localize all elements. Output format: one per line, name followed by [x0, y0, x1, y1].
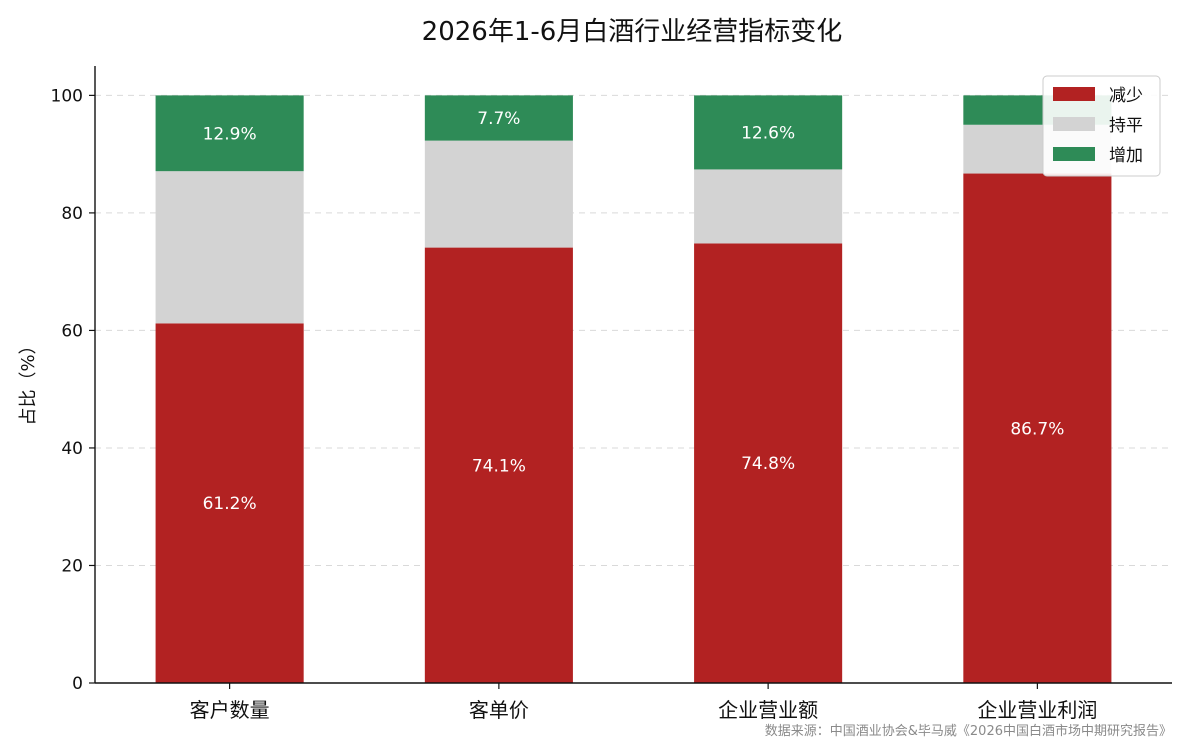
bar-segment — [424, 95, 573, 141]
chart-title: 2026年1-6月白酒行业经营指标变化 — [422, 17, 843, 47]
bar-segment — [694, 95, 843, 170]
bar-labels: 61.2% 12.9% 74.1% 7.7% 74.8% 12.6% 86.7% — [203, 109, 1065, 514]
source-note: 数据来源：中国酒业协会&毕马威《2026中国白酒市场中期研究报告》 — [765, 723, 1172, 739]
legend-swatch — [1053, 147, 1095, 161]
y-tick-label: 80 — [61, 204, 83, 224]
bar-value-label: 86.7% — [1010, 419, 1064, 439]
bar-segment — [694, 169, 843, 244]
bar-value-label: 74.1% — [472, 456, 526, 476]
bar-value-label: 12.6% — [741, 123, 795, 143]
legend-label: 持平 — [1109, 116, 1143, 136]
x-tick-label: 客单价 — [469, 698, 529, 722]
bar-value-label: 12.9% — [203, 124, 257, 144]
y-tick-label: 40 — [61, 439, 83, 459]
legend-swatch — [1053, 87, 1095, 101]
bar-segment — [155, 323, 304, 683]
y-tick-label: 20 — [61, 556, 83, 576]
y-tick-label: 0 — [72, 674, 83, 694]
bar-value-label: 7.7% — [477, 109, 520, 129]
x-tick-label: 客户数量 — [190, 698, 270, 722]
bar-value-label: 74.8% — [741, 454, 795, 474]
bar-segment — [424, 247, 573, 683]
legend-label: 增加 — [1109, 146, 1143, 166]
y-ticks: 0 20 40 60 80 100 — [51, 86, 95, 694]
bar-segment — [963, 173, 1112, 683]
x-tick-label: 企业营业利润 — [977, 698, 1097, 722]
bar-segment — [424, 140, 573, 248]
legend-swatch — [1053, 117, 1095, 131]
bar-segment — [694, 243, 843, 684]
bar-segment — [155, 95, 304, 172]
axes — [94, 66, 1172, 684]
legend-label: 减少 — [1109, 86, 1143, 106]
x-ticks: 客户数量 客单价 企业营业额 企业营业利润 — [190, 683, 1097, 722]
y-tick-label: 60 — [61, 321, 83, 341]
y-axis-label: 占比（%） — [18, 336, 39, 425]
bar-segment — [155, 171, 304, 324]
bar-value-label: 61.2% — [203, 494, 257, 514]
y-tick-label: 100 — [51, 86, 83, 106]
x-tick-label: 企业营业额 — [718, 698, 818, 722]
bars — [155, 95, 1112, 684]
